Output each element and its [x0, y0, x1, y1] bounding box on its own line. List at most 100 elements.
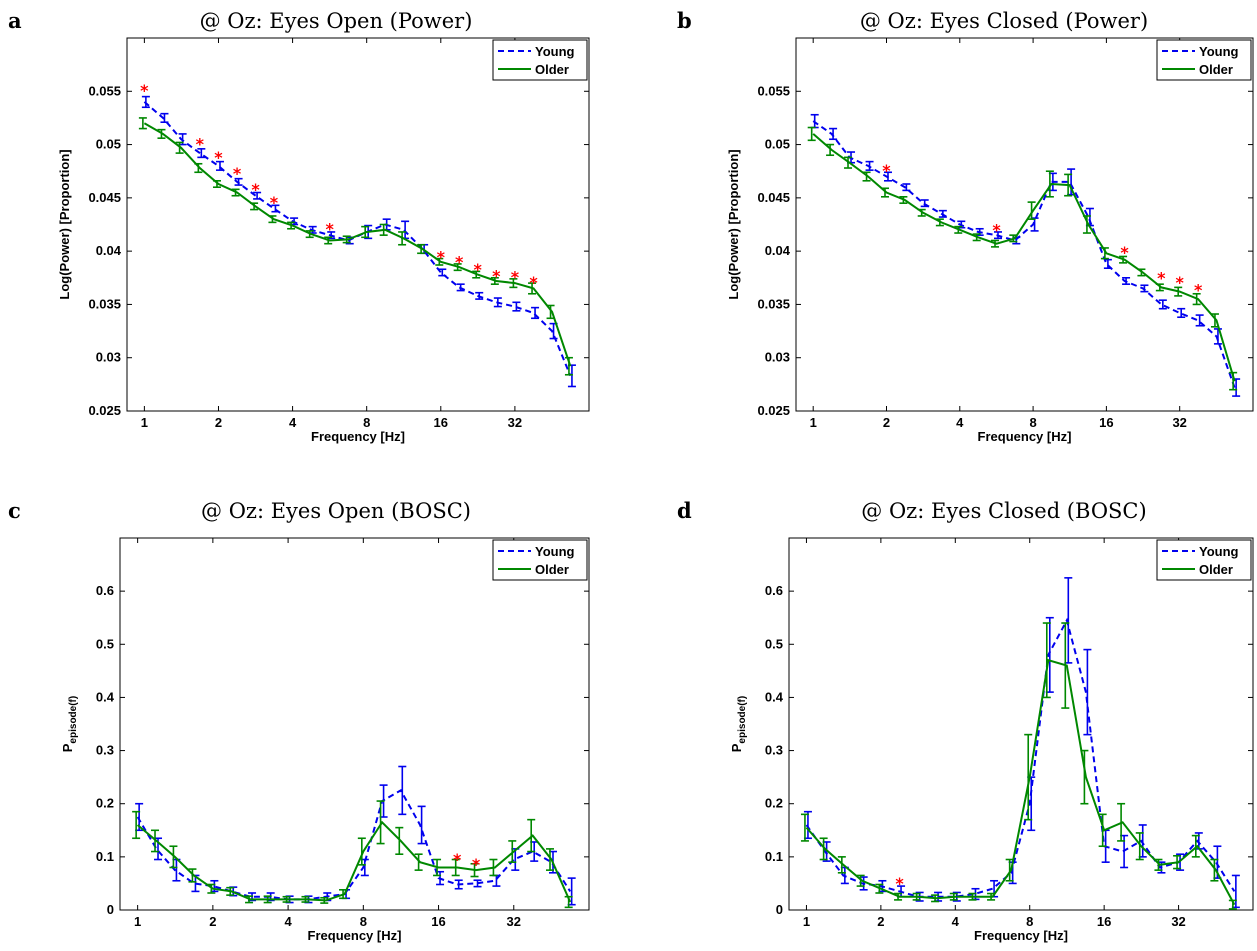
panel-a: a @ Oz: Eyes Open (Power) 1 2 4 8 16 32 0.025 0…: [8, 8, 590, 444]
y-axis-label: Log(Power) [Proportion]: [726, 149, 741, 299]
legend-label: Young: [535, 544, 575, 559]
error-bar: [361, 225, 370, 239]
error-bar: [453, 263, 462, 272]
error-bar: [938, 209, 947, 218]
significance-star: *: [492, 267, 501, 286]
error-bar: [320, 896, 329, 904]
error-bar: [342, 235, 351, 244]
error-bar: [470, 862, 479, 878]
plot-area: 1 2 4 8 16 32 0.025 0.03 0.035 0.04 0.045 0.05 0.055…: [57, 37, 590, 444]
error-bar: [398, 231, 407, 246]
significance-star: *: [437, 247, 446, 266]
x-tick-label: 1: [810, 415, 817, 430]
error-bar: [987, 892, 996, 901]
error-bar: [800, 813, 809, 842]
y-tick-label: 0.1: [765, 849, 783, 864]
y-tick-label: 0.1: [96, 849, 114, 864]
error-bar: [215, 160, 224, 171]
significance-star: *: [511, 268, 520, 287]
error-bar: [245, 895, 254, 904]
error-bar: [489, 858, 498, 877]
series-young: [810, 113, 1241, 397]
legend-label: Young: [535, 44, 575, 59]
error-bar: [253, 191, 262, 200]
chart-title: @ Oz: Eyes Open (BOSC): [201, 499, 471, 523]
error-bar: [414, 853, 423, 871]
panel-d: d @ Oz: Eyes Closed (BOSC) 1 2 4 8 16 32 0 0.1 0…: [677, 498, 1254, 943]
error-bar: [894, 892, 903, 901]
error-bar: [917, 208, 926, 217]
y-axis-label: Log(Power) [Proportion]: [57, 149, 72, 299]
panel-c: c @ Oz: Eyes Open (BOSC) 1 2 4 8 16 32 0 0.1 0.2…: [8, 498, 590, 943]
legend-box: [492, 39, 588, 81]
x-tick-label: 8: [363, 415, 370, 430]
series-older: [807, 126, 1238, 391]
error-bar: [157, 128, 166, 139]
x-tick-label: 8: [360, 914, 367, 929]
y-tick-label: 0.055: [757, 83, 790, 98]
error-bar: [169, 845, 178, 869]
series-line: [805, 617, 1236, 898]
x-tick-label: 16: [1097, 914, 1111, 929]
error-bar: [1117, 802, 1126, 842]
error-bar: [451, 858, 460, 877]
series-line: [143, 122, 572, 367]
x-tick-label: 16: [431, 914, 445, 929]
error-bar: [324, 236, 333, 245]
legend-label: Older: [1199, 62, 1233, 77]
y-tick-label: 0.6: [96, 583, 114, 598]
error-bar: [234, 177, 243, 186]
series-young: [141, 95, 576, 388]
significance-star: *: [529, 273, 538, 292]
error-bar: [1098, 813, 1107, 848]
error-bar: [508, 840, 517, 863]
error-bar: [1005, 858, 1014, 882]
error-bar: [138, 117, 147, 130]
legend-box: [1156, 39, 1252, 81]
y-tick-label: 0.2: [96, 796, 114, 811]
y-tick-label: 0.3: [96, 743, 114, 758]
error-bar: [819, 837, 828, 861]
error-bar: [1024, 733, 1033, 821]
series-line: [805, 658, 1236, 906]
error-bar: [493, 297, 502, 308]
panel-letter: a: [8, 8, 22, 33]
legend-label: Young: [1199, 44, 1239, 59]
error-bar: [438, 268, 447, 277]
y-tick-label: 0.05: [765, 137, 790, 152]
significance-star: *: [455, 253, 464, 272]
error-bar: [931, 894, 940, 903]
legend: Young Older: [1156, 539, 1252, 581]
error-bar: [564, 895, 573, 909]
error-bar: [1174, 286, 1183, 297]
axes-frame: [119, 537, 590, 911]
error-bar: [968, 892, 977, 901]
legend: Young Older: [492, 39, 588, 81]
significance-star: *: [270, 193, 279, 212]
series-line: [812, 120, 1236, 388]
plot-area: 1 2 4 8 16 32 0.025 0.03 0.035 0.04 0.045 0.05 0.055…: [726, 37, 1254, 444]
series-older: [138, 117, 573, 376]
panel-letter: c: [8, 498, 21, 523]
significance-star: *: [1176, 273, 1185, 292]
error-bar: [188, 868, 197, 883]
error-bar: [1158, 299, 1167, 310]
x-tick-label: 2: [877, 914, 884, 929]
significance-star: *: [1157, 269, 1166, 288]
error-bar: [826, 143, 835, 157]
y-tick-label: 0.045: [757, 190, 790, 205]
error-bar: [564, 356, 573, 376]
y-tick-label: 0.055: [88, 83, 121, 98]
error-bar: [305, 230, 314, 239]
error-bar: [1154, 858, 1163, 871]
x-tick-label: 1: [141, 415, 148, 430]
error-bar: [1083, 648, 1092, 736]
error-bar: [433, 858, 442, 877]
error-bar: [1064, 173, 1073, 197]
axes-frame: [126, 37, 590, 412]
series-young: [135, 765, 576, 906]
y-tick-label: 0.03: [96, 350, 121, 365]
error-bar: [991, 239, 1000, 248]
error-bar: [1135, 832, 1144, 861]
error-bar: [899, 195, 908, 204]
